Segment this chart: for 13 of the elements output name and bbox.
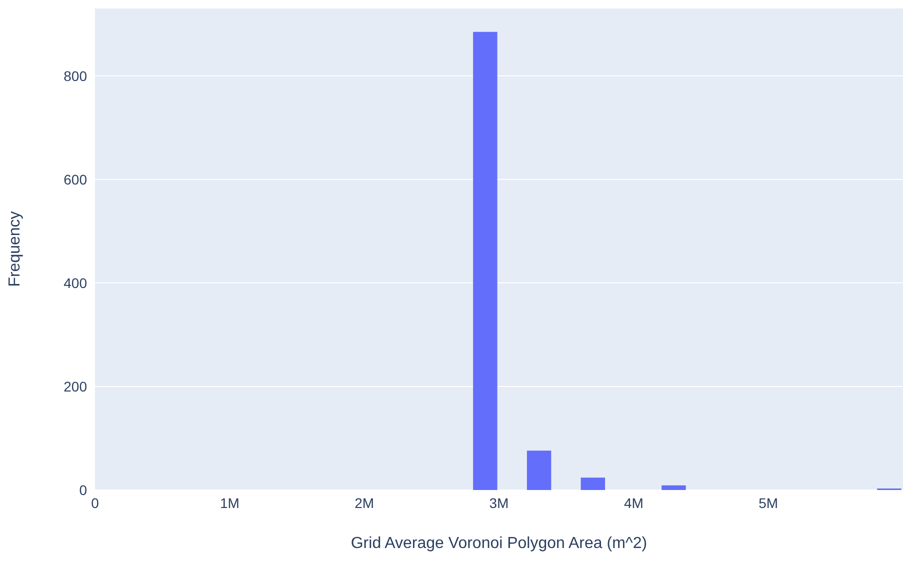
- x-tick-label: 3M: [489, 494, 509, 511]
- y-axis-title: Frequency: [6, 211, 24, 287]
- x-tick-label: 4M: [624, 494, 644, 511]
- x-tick-label: 0: [91, 494, 100, 511]
- x-axis-title: Grid Average Voronoi Polygon Area (m^2): [350, 535, 648, 552]
- y-tick-label: 600: [64, 171, 88, 188]
- x-tick-label: 5M: [758, 494, 778, 511]
- y-tick-label: 800: [64, 68, 88, 84]
- y-tick-label: 200: [64, 378, 88, 394]
- x-tick-label: 1M: [220, 494, 240, 511]
- y-tick-label: 400: [64, 274, 88, 291]
- y-tick-label: 0: [79, 482, 88, 498]
- x-tick-label: 2M: [354, 494, 374, 511]
